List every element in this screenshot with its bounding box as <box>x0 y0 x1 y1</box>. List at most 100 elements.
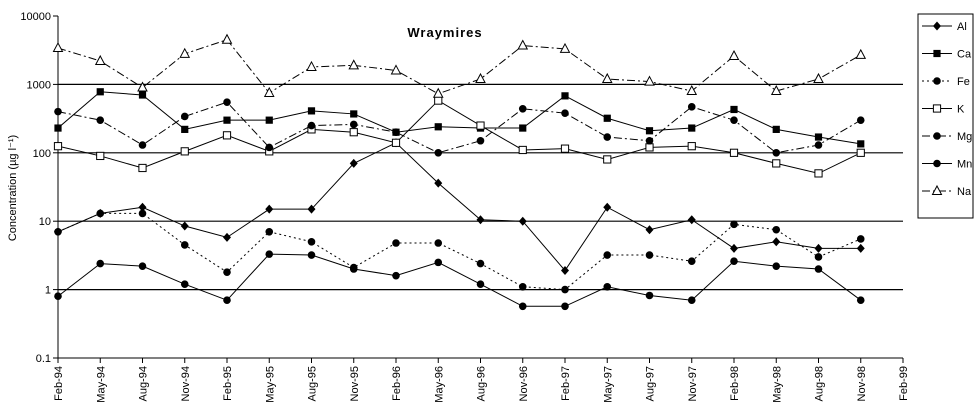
data-point-fe <box>265 227 274 236</box>
x-tick-label: May-95 <box>264 366 276 403</box>
data-point-k <box>687 142 696 151</box>
data-point-mg <box>476 136 485 145</box>
series-al <box>54 138 865 276</box>
data-point-k <box>814 169 823 178</box>
data-point-al <box>434 178 443 188</box>
data-point-mg <box>856 116 865 124</box>
data-point-k <box>180 147 189 156</box>
x-tick-label: Nov-94 <box>180 366 192 401</box>
series-line-na <box>57 39 861 95</box>
data-point-k <box>729 148 739 157</box>
legend-label: Al <box>957 21 967 33</box>
data-point-mn <box>772 262 781 270</box>
data-point-fe <box>307 237 316 246</box>
x-tick-label: Feb-98 <box>729 366 741 401</box>
data-point-k <box>222 131 232 140</box>
data-point-na <box>559 42 571 53</box>
data-point-mn <box>687 296 696 304</box>
legend-item-al: Al <box>922 21 967 33</box>
data-point-mn <box>349 265 358 273</box>
data-point-na <box>221 33 233 44</box>
data-point-mg <box>138 141 147 149</box>
data-point-mg <box>265 143 274 152</box>
legend-item-k: K <box>922 104 965 116</box>
data-point-k <box>434 96 443 105</box>
data-point-mg <box>434 149 443 157</box>
data-point-na <box>137 81 148 92</box>
legend-marker <box>933 159 941 168</box>
x-tick-label: Feb-97 <box>560 366 572 401</box>
legend-marker <box>933 77 941 85</box>
legend-box <box>917 13 974 219</box>
data-point-al <box>223 232 231 242</box>
grid <box>58 83 903 291</box>
data-point-mg <box>96 116 105 124</box>
series-line-fe <box>57 212 861 291</box>
data-point-na <box>686 84 698 96</box>
data-point-na <box>263 86 275 97</box>
data-point-mn <box>96 259 105 268</box>
data-point-ca <box>730 105 738 114</box>
data-point-al <box>561 266 569 276</box>
series-mg <box>54 98 865 157</box>
data-point-fe <box>561 285 569 294</box>
data-point-fe <box>730 220 738 229</box>
legend-label: Mg <box>957 131 972 143</box>
data-point-ca <box>434 123 442 131</box>
data-point-ca <box>307 107 316 115</box>
data-point-mg <box>392 128 400 137</box>
data-point-k <box>856 148 865 157</box>
x-tick-label: May-98 <box>771 366 783 403</box>
legend-label: Na <box>957 186 972 198</box>
legend-marker <box>933 21 941 31</box>
legend-marker <box>933 49 941 58</box>
legend-item-ca: Ca <box>922 49 972 61</box>
data-point-k <box>349 128 358 137</box>
data-point-ca <box>857 140 865 148</box>
y-tick-label: 10000 <box>20 11 51 23</box>
data-point-ca <box>223 116 231 124</box>
data-point-ca <box>645 127 654 135</box>
data-point-fe <box>223 268 231 276</box>
data-point-fe <box>687 257 696 266</box>
series-k <box>53 96 865 178</box>
data-point-mg <box>814 141 823 149</box>
series-line-al <box>57 142 861 272</box>
data-point-na <box>348 59 360 70</box>
data-point-mg <box>730 116 738 124</box>
data-point-mg <box>561 109 569 117</box>
series-line-mn <box>57 253 862 307</box>
data-point-ca <box>688 124 696 132</box>
data-point-mn <box>476 280 485 288</box>
legend-item-fe: Fe <box>922 76 970 88</box>
series-line-k <box>57 99 861 174</box>
data-point-al <box>180 221 189 231</box>
data-point-fe <box>180 241 189 249</box>
data-point-ca <box>350 110 358 118</box>
data-point-mg <box>603 133 612 141</box>
x-tick-label: May-94 <box>95 366 107 403</box>
data-point-na <box>855 48 867 59</box>
x-tick-label: Aug-95 <box>307 366 319 401</box>
y-axis-title: Concentration (µg l⁻¹) <box>7 135 19 241</box>
data-point-na <box>390 64 402 75</box>
data-point-k <box>518 145 527 155</box>
data-point-mn <box>814 265 823 273</box>
data-point-k <box>645 143 654 152</box>
data-point-fe <box>434 239 443 247</box>
data-point-ca <box>519 124 527 132</box>
data-point-mn <box>180 280 189 288</box>
data-point-k <box>772 159 781 168</box>
data-point-k <box>560 144 570 153</box>
data-point-na <box>432 87 444 98</box>
data-point-ca <box>96 88 104 96</box>
data-point-na <box>644 75 655 86</box>
data-point-ca <box>814 133 823 141</box>
data-point-fe <box>476 259 485 268</box>
data-point-ca <box>138 91 147 99</box>
data-point-ca <box>265 116 273 124</box>
y-tick-label: 1 <box>45 285 51 297</box>
data-point-mn <box>856 296 865 304</box>
legend-item-mg: Mg <box>922 131 972 143</box>
